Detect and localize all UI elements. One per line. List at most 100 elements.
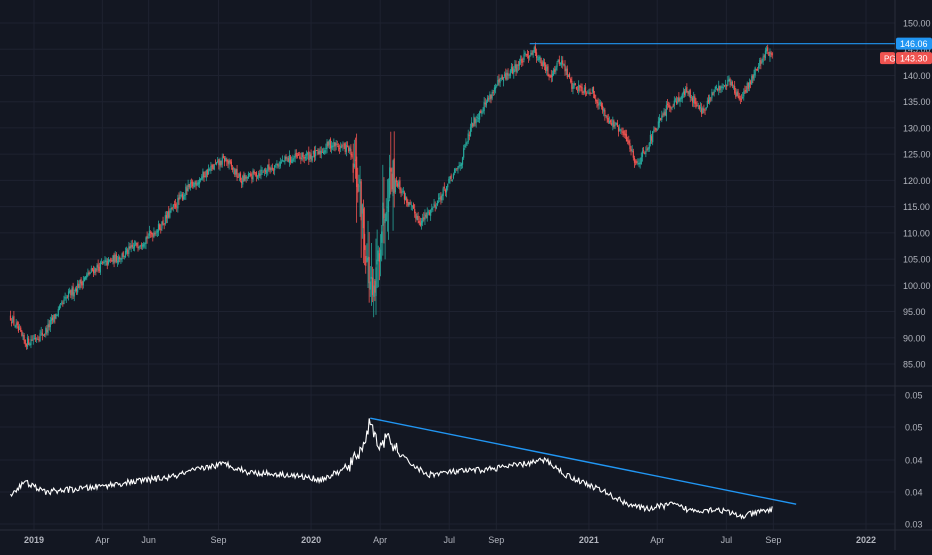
candle (422, 213, 424, 227)
candle-body (29, 343, 31, 345)
candle (600, 101, 603, 110)
candle (236, 164, 238, 181)
candle (393, 131, 395, 208)
candle-body (155, 232, 157, 234)
candle (160, 223, 162, 234)
candle-body (387, 200, 390, 213)
candle (145, 236, 147, 250)
candle-body (402, 190, 404, 193)
candle (515, 60, 517, 76)
candle-body (661, 115, 663, 121)
candle-body (525, 54, 527, 56)
candle-body (108, 260, 111, 261)
candle-body (695, 102, 697, 108)
candle (228, 158, 230, 170)
candle-body (513, 68, 515, 74)
candle (706, 97, 708, 108)
candle-body (146, 235, 148, 239)
candle-body (475, 119, 477, 123)
candle (630, 145, 632, 156)
candle (533, 45, 535, 54)
candle-body (349, 147, 351, 152)
candle-body (274, 165, 276, 171)
candle-body (271, 167, 273, 170)
candle-body (139, 245, 141, 247)
candle-body (579, 85, 581, 88)
candle-body (362, 208, 365, 229)
candle-body (358, 185, 360, 187)
candle-body (735, 92, 737, 97)
candle-body (233, 168, 235, 170)
candle-body (342, 145, 344, 147)
candle-body (516, 64, 518, 73)
candle-body (294, 154, 296, 158)
candle (523, 49, 525, 63)
candle-body (44, 333, 46, 335)
candle (79, 279, 81, 291)
candle (608, 116, 611, 124)
candle (96, 263, 98, 272)
candle-body (535, 52, 538, 59)
candle-body (34, 338, 37, 340)
candle-body (332, 145, 334, 147)
candle-body (309, 154, 311, 159)
candle (571, 76, 573, 92)
candle (110, 257, 112, 263)
candle-body (15, 323, 17, 328)
candle (163, 222, 165, 230)
candle (415, 211, 417, 223)
candle-body (129, 246, 131, 249)
candle-body (501, 76, 503, 80)
candle (553, 67, 555, 76)
candle (489, 91, 491, 103)
candle-body (365, 256, 367, 266)
candle (426, 207, 428, 222)
candle-body (750, 81, 752, 85)
candle (374, 278, 376, 302)
candle (336, 140, 338, 148)
indicator-trendline[interactable] (370, 417, 797, 505)
candle-body (492, 92, 494, 94)
candle-body (767, 47, 769, 51)
candle-body (269, 168, 271, 170)
candle-body (361, 204, 363, 214)
candle (680, 95, 682, 103)
candle-body (647, 147, 649, 150)
candle (343, 142, 345, 149)
candle-body (448, 178, 450, 184)
candle-body (344, 143, 346, 152)
price-axis-label: 135.00 (903, 97, 931, 107)
candle (719, 85, 721, 93)
candle-body (631, 149, 633, 151)
candle-body (395, 180, 398, 183)
candle-body (128, 246, 130, 254)
candle-body (78, 283, 80, 288)
candle (370, 243, 373, 306)
candle-body (472, 123, 474, 127)
candle (75, 285, 78, 295)
candle-body (225, 158, 227, 162)
candle-body (484, 102, 486, 105)
candle (275, 163, 277, 168)
candle-body (73, 292, 75, 297)
candle (282, 155, 284, 162)
candle (738, 92, 740, 101)
candle-body (346, 145, 349, 147)
candle-body (123, 255, 125, 257)
candle-body (201, 176, 203, 180)
candle-body (65, 297, 67, 299)
candle (304, 153, 306, 161)
candle-body (763, 55, 765, 57)
candle (244, 172, 246, 182)
candle (468, 131, 470, 141)
candle (287, 156, 289, 163)
candle (655, 127, 657, 133)
candle (595, 94, 597, 104)
candle (650, 134, 653, 144)
candle (664, 109, 666, 116)
candle (557, 59, 559, 63)
candle-body (28, 338, 30, 345)
candle-body (655, 128, 657, 131)
